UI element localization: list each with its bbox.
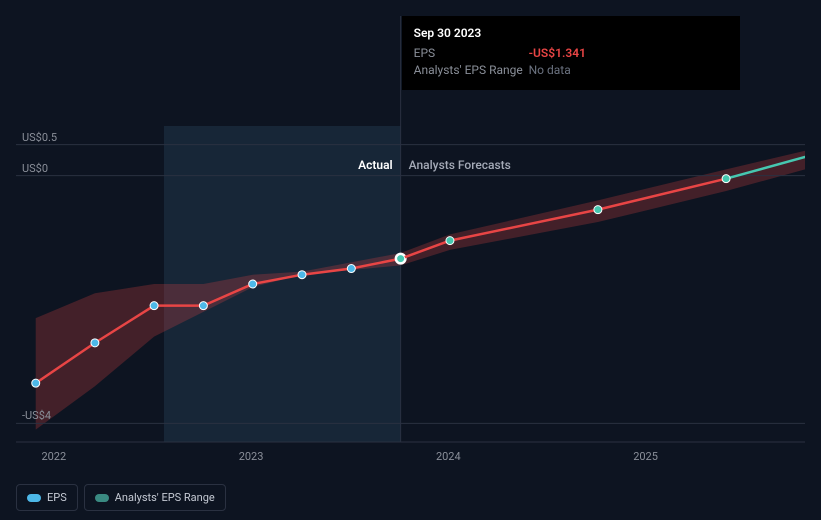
y-axis-label: US$0 bbox=[22, 162, 48, 175]
tooltip-row-value: -US$1.341 bbox=[529, 46, 586, 60]
tooltip-row-value: No data bbox=[529, 63, 571, 77]
forecast-label: Analysts Forecasts bbox=[409, 158, 511, 172]
legend-label: Analysts' EPS Range bbox=[115, 491, 215, 504]
x-axis-label: 2023 bbox=[239, 450, 264, 463]
tooltip-row-label: Analysts' EPS Range bbox=[414, 63, 529, 77]
legend-swatch-range bbox=[95, 494, 109, 502]
y-axis-label: US$0.5 bbox=[22, 131, 57, 144]
x-axis-label: 2025 bbox=[633, 450, 658, 463]
x-axis-label: 2022 bbox=[41, 450, 66, 463]
legend-swatch-eps bbox=[27, 494, 41, 502]
legend-item-eps[interactable]: EPS bbox=[16, 484, 78, 511]
legend-label: EPS bbox=[47, 491, 67, 504]
eps-chart[interactable]: -US$4US$0US$0.52022202320242025ActualAna… bbox=[16, 16, 805, 446]
legend-item-range[interactable]: Analysts' EPS Range bbox=[84, 484, 226, 511]
tooltip-date: Sep 30 2023 bbox=[414, 26, 728, 40]
chart-tooltip: Sep 30 2023 EPS-US$1.341Analysts' EPS Ran… bbox=[402, 16, 740, 90]
chart-legend: EPS Analysts' EPS Range bbox=[16, 484, 226, 511]
x-axis-label: 2024 bbox=[436, 450, 461, 463]
y-axis-label: -US$4 bbox=[22, 409, 51, 422]
tooltip-row-label: EPS bbox=[414, 46, 529, 60]
actual-label: Actual bbox=[358, 158, 393, 172]
